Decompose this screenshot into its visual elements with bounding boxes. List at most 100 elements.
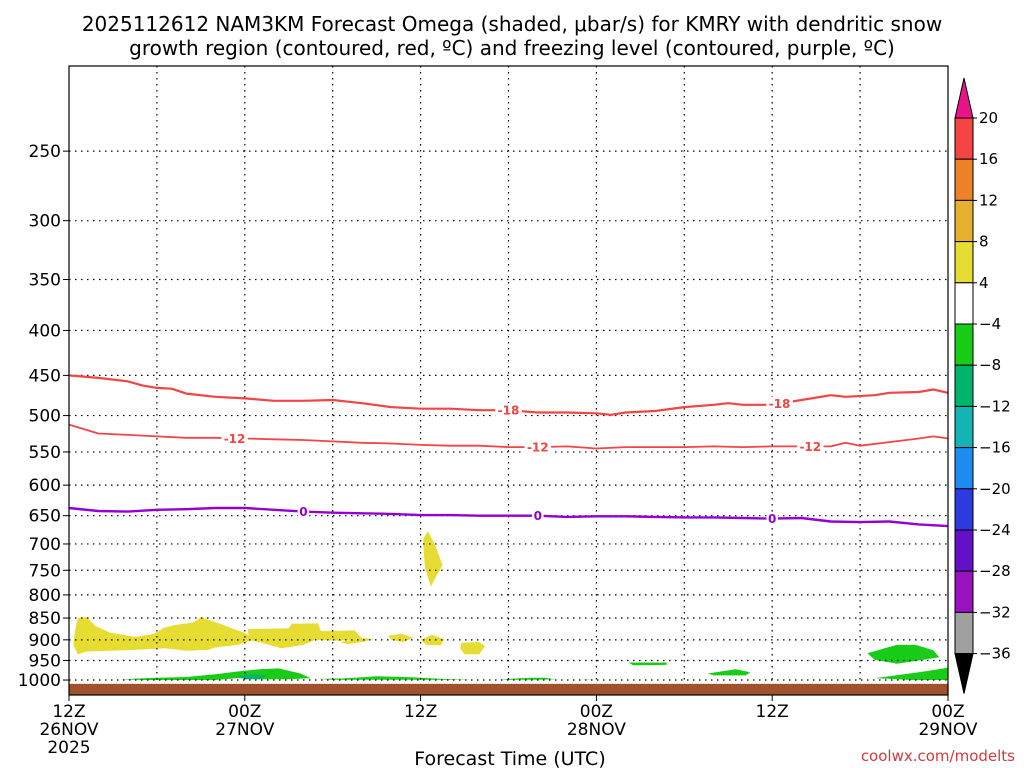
chart-title-line-2: growth region (contoured, red, ºC) and f… — [129, 36, 895, 60]
colorbar-swatch — [954, 241, 974, 284]
contour-label: -18 — [769, 397, 791, 411]
x-tick-label: 2025 — [47, 738, 90, 758]
x-tick-label: 12Z — [756, 702, 789, 722]
colorbar-label: 8 — [979, 233, 989, 251]
shade-green-low-band — [120, 668, 311, 680]
plot-area: -18 -18 -12 -12 -12 0 0 0 — [68, 65, 949, 696]
x-tick-label: 12Z — [52, 702, 85, 722]
y-tick-label: 250 — [29, 142, 61, 162]
gridlines — [69, 66, 948, 695]
contour-label-bg — [297, 504, 310, 519]
y-tick-label: 350 — [29, 271, 61, 291]
colorbar-label: −12 — [979, 397, 1011, 415]
shade-yellow-blob-4 — [460, 642, 486, 655]
contour-label: -18 — [498, 404, 520, 418]
colorbar-swatch — [954, 570, 974, 613]
colorbar-bottom-arrow — [954, 653, 974, 694]
x-tick-label: 00Z — [228, 702, 261, 722]
contour-label: 0 — [299, 505, 307, 519]
contour-line-0 — [68, 506, 949, 528]
shade-yellow-blob-1 — [340, 638, 374, 645]
shade-yellow-blob-3 — [420, 634, 444, 646]
contour-label-bg — [766, 511, 778, 526]
colorbar-label: −4 — [979, 315, 1001, 333]
shade-green-low-2 — [318, 676, 472, 680]
x-axis-label: Forecast Time (UTC) — [414, 748, 605, 768]
contour-labels: -18 -18 -12 -12 -12 0 0 0 — [221, 396, 824, 526]
y-tick-label: 650 — [29, 507, 61, 527]
y-tick-label: 750 — [29, 561, 61, 581]
colorbar-swatch — [954, 611, 974, 655]
y-tick-label: 450 — [29, 366, 61, 386]
y-tick-label: 800 — [29, 586, 61, 606]
colorbar-top-arrow — [954, 77, 974, 119]
credit-text: coolwx.com/modelts — [861, 747, 1015, 765]
colorbar-swatch — [954, 199, 974, 243]
y-axis-ticks: 2503003504004505005506006507007508008509… — [18, 142, 69, 691]
contour-label-bg — [766, 396, 793, 411]
x-tick-label: 12Z — [404, 702, 437, 722]
shade-green-low-3 — [501, 677, 556, 680]
shade-yellow-left-band — [73, 617, 254, 655]
contour-label: 0 — [768, 512, 776, 526]
x-tick-label: 00Z — [580, 702, 613, 722]
colorbar-label: −24 — [979, 521, 1011, 539]
shade-green-mid-2 — [707, 669, 751, 676]
shade-yellow-blob-2 — [388, 633, 414, 642]
colorbar-swatch — [954, 282, 974, 325]
colorbar-label: −20 — [979, 480, 1011, 498]
contour-label: -12 — [799, 440, 821, 454]
plot-frame — [68, 65, 949, 696]
contour-label-bg — [495, 403, 522, 418]
colorbar-label: 12 — [979, 191, 998, 209]
colorbar-label: 16 — [979, 150, 998, 168]
colorbar-swatch — [954, 323, 974, 366]
shade-green-mid-1 — [628, 662, 667, 666]
colorbar-swatch — [954, 529, 974, 572]
shade-green-right-low — [874, 667, 948, 680]
colorbar: 20 16 12 8 4 −4 −8 −12 −16 −20 −24 −28 −32 −36 — [954, 77, 1011, 694]
x-tick-label: 28NOV — [567, 720, 626, 740]
y-tick-label: 950 — [29, 651, 61, 671]
colorbar-label: −8 — [979, 356, 1001, 374]
contour-label-bg — [797, 439, 824, 454]
x-tick-label: 00Z — [931, 702, 964, 722]
colorbar-swatch — [954, 158, 974, 201]
colorbar-label: −28 — [979, 562, 1011, 580]
shade-green-right-blob — [867, 644, 940, 664]
y-tick-label: 600 — [29, 476, 61, 496]
contour-label: 0 — [534, 509, 542, 523]
colorbar-label: −32 — [979, 603, 1011, 621]
y-tick-label: 900 — [29, 631, 61, 651]
y-tick-label: 1000 — [18, 671, 61, 691]
colorbar-swatch — [954, 447, 974, 490]
ground-surface — [69, 683, 948, 695]
colorbar-swatch — [954, 117, 974, 160]
y-tick-label: 850 — [29, 609, 61, 629]
y-tick-label: 400 — [29, 321, 61, 341]
chart-title-line-1: 2025112612 NAM3KM Forecast Omega (shaded… — [82, 12, 942, 36]
y-tick-label: 550 — [29, 443, 61, 463]
contour-label-bg — [532, 508, 544, 523]
contour-label: -12 — [224, 432, 246, 446]
colorbar-swatch — [954, 405, 974, 449]
colorbar-label: −36 — [979, 645, 1011, 663]
contour-line--18 — [68, 374, 949, 416]
y-tick-label: 500 — [29, 407, 61, 427]
x-tick-label: 29NOV — [918, 720, 977, 740]
colorbar-label: −16 — [979, 439, 1011, 457]
colorbar-label: 20 — [979, 109, 998, 127]
contour-label-bg — [221, 431, 248, 446]
y-tick-label: 700 — [29, 535, 61, 555]
x-tick-label: 27NOV — [215, 720, 274, 740]
shade-yellow-spike — [423, 531, 443, 587]
colorbar-swatch — [954, 488, 974, 531]
omega-shading — [73, 531, 948, 680]
shade-yellow-mid-band — [247, 623, 362, 649]
contour-label: -12 — [527, 441, 549, 455]
colorbar-label: 4 — [979, 274, 989, 292]
contour-label-bg — [524, 440, 552, 455]
x-tick-label: 26NOV — [39, 720, 98, 740]
